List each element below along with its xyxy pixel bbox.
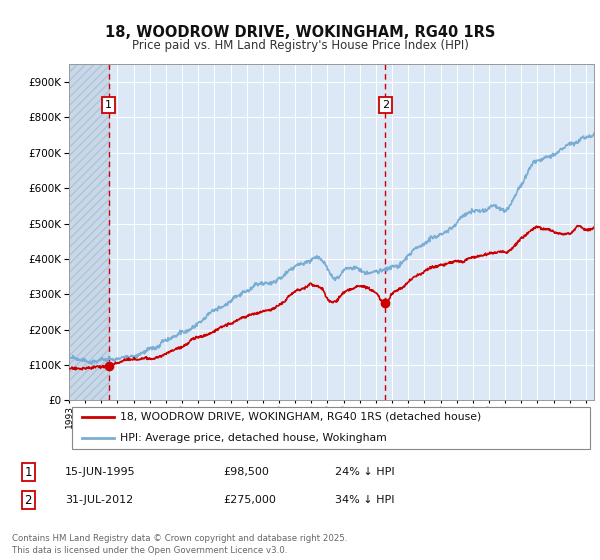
Text: Contains HM Land Registry data © Crown copyright and database right 2025.
This d: Contains HM Land Registry data © Crown c… [12,534,347,555]
Text: 2: 2 [25,494,32,507]
Text: 34% ↓ HPI: 34% ↓ HPI [335,496,395,505]
Text: 24% ↓ HPI: 24% ↓ HPI [335,467,395,477]
Text: 18, WOODROW DRIVE, WOKINGHAM, RG40 1RS (detached house): 18, WOODROW DRIVE, WOKINGHAM, RG40 1RS (… [121,412,482,422]
Text: HPI: Average price, detached house, Wokingham: HPI: Average price, detached house, Woki… [121,433,387,443]
Text: 18, WOODROW DRIVE, WOKINGHAM, RG40 1RS: 18, WOODROW DRIVE, WOKINGHAM, RG40 1RS [105,25,495,40]
Text: £98,500: £98,500 [224,467,269,477]
Text: 31-JUL-2012: 31-JUL-2012 [65,496,133,505]
Text: 1: 1 [105,100,112,110]
Text: Price paid vs. HM Land Registry's House Price Index (HPI): Price paid vs. HM Land Registry's House … [131,39,469,53]
Text: 2: 2 [382,100,389,110]
Text: 1: 1 [25,465,32,479]
Text: £275,000: £275,000 [224,496,277,505]
Bar [69,64,109,400]
Text: 15-JUN-1995: 15-JUN-1995 [65,467,136,477]
FancyBboxPatch shape [71,407,590,449]
